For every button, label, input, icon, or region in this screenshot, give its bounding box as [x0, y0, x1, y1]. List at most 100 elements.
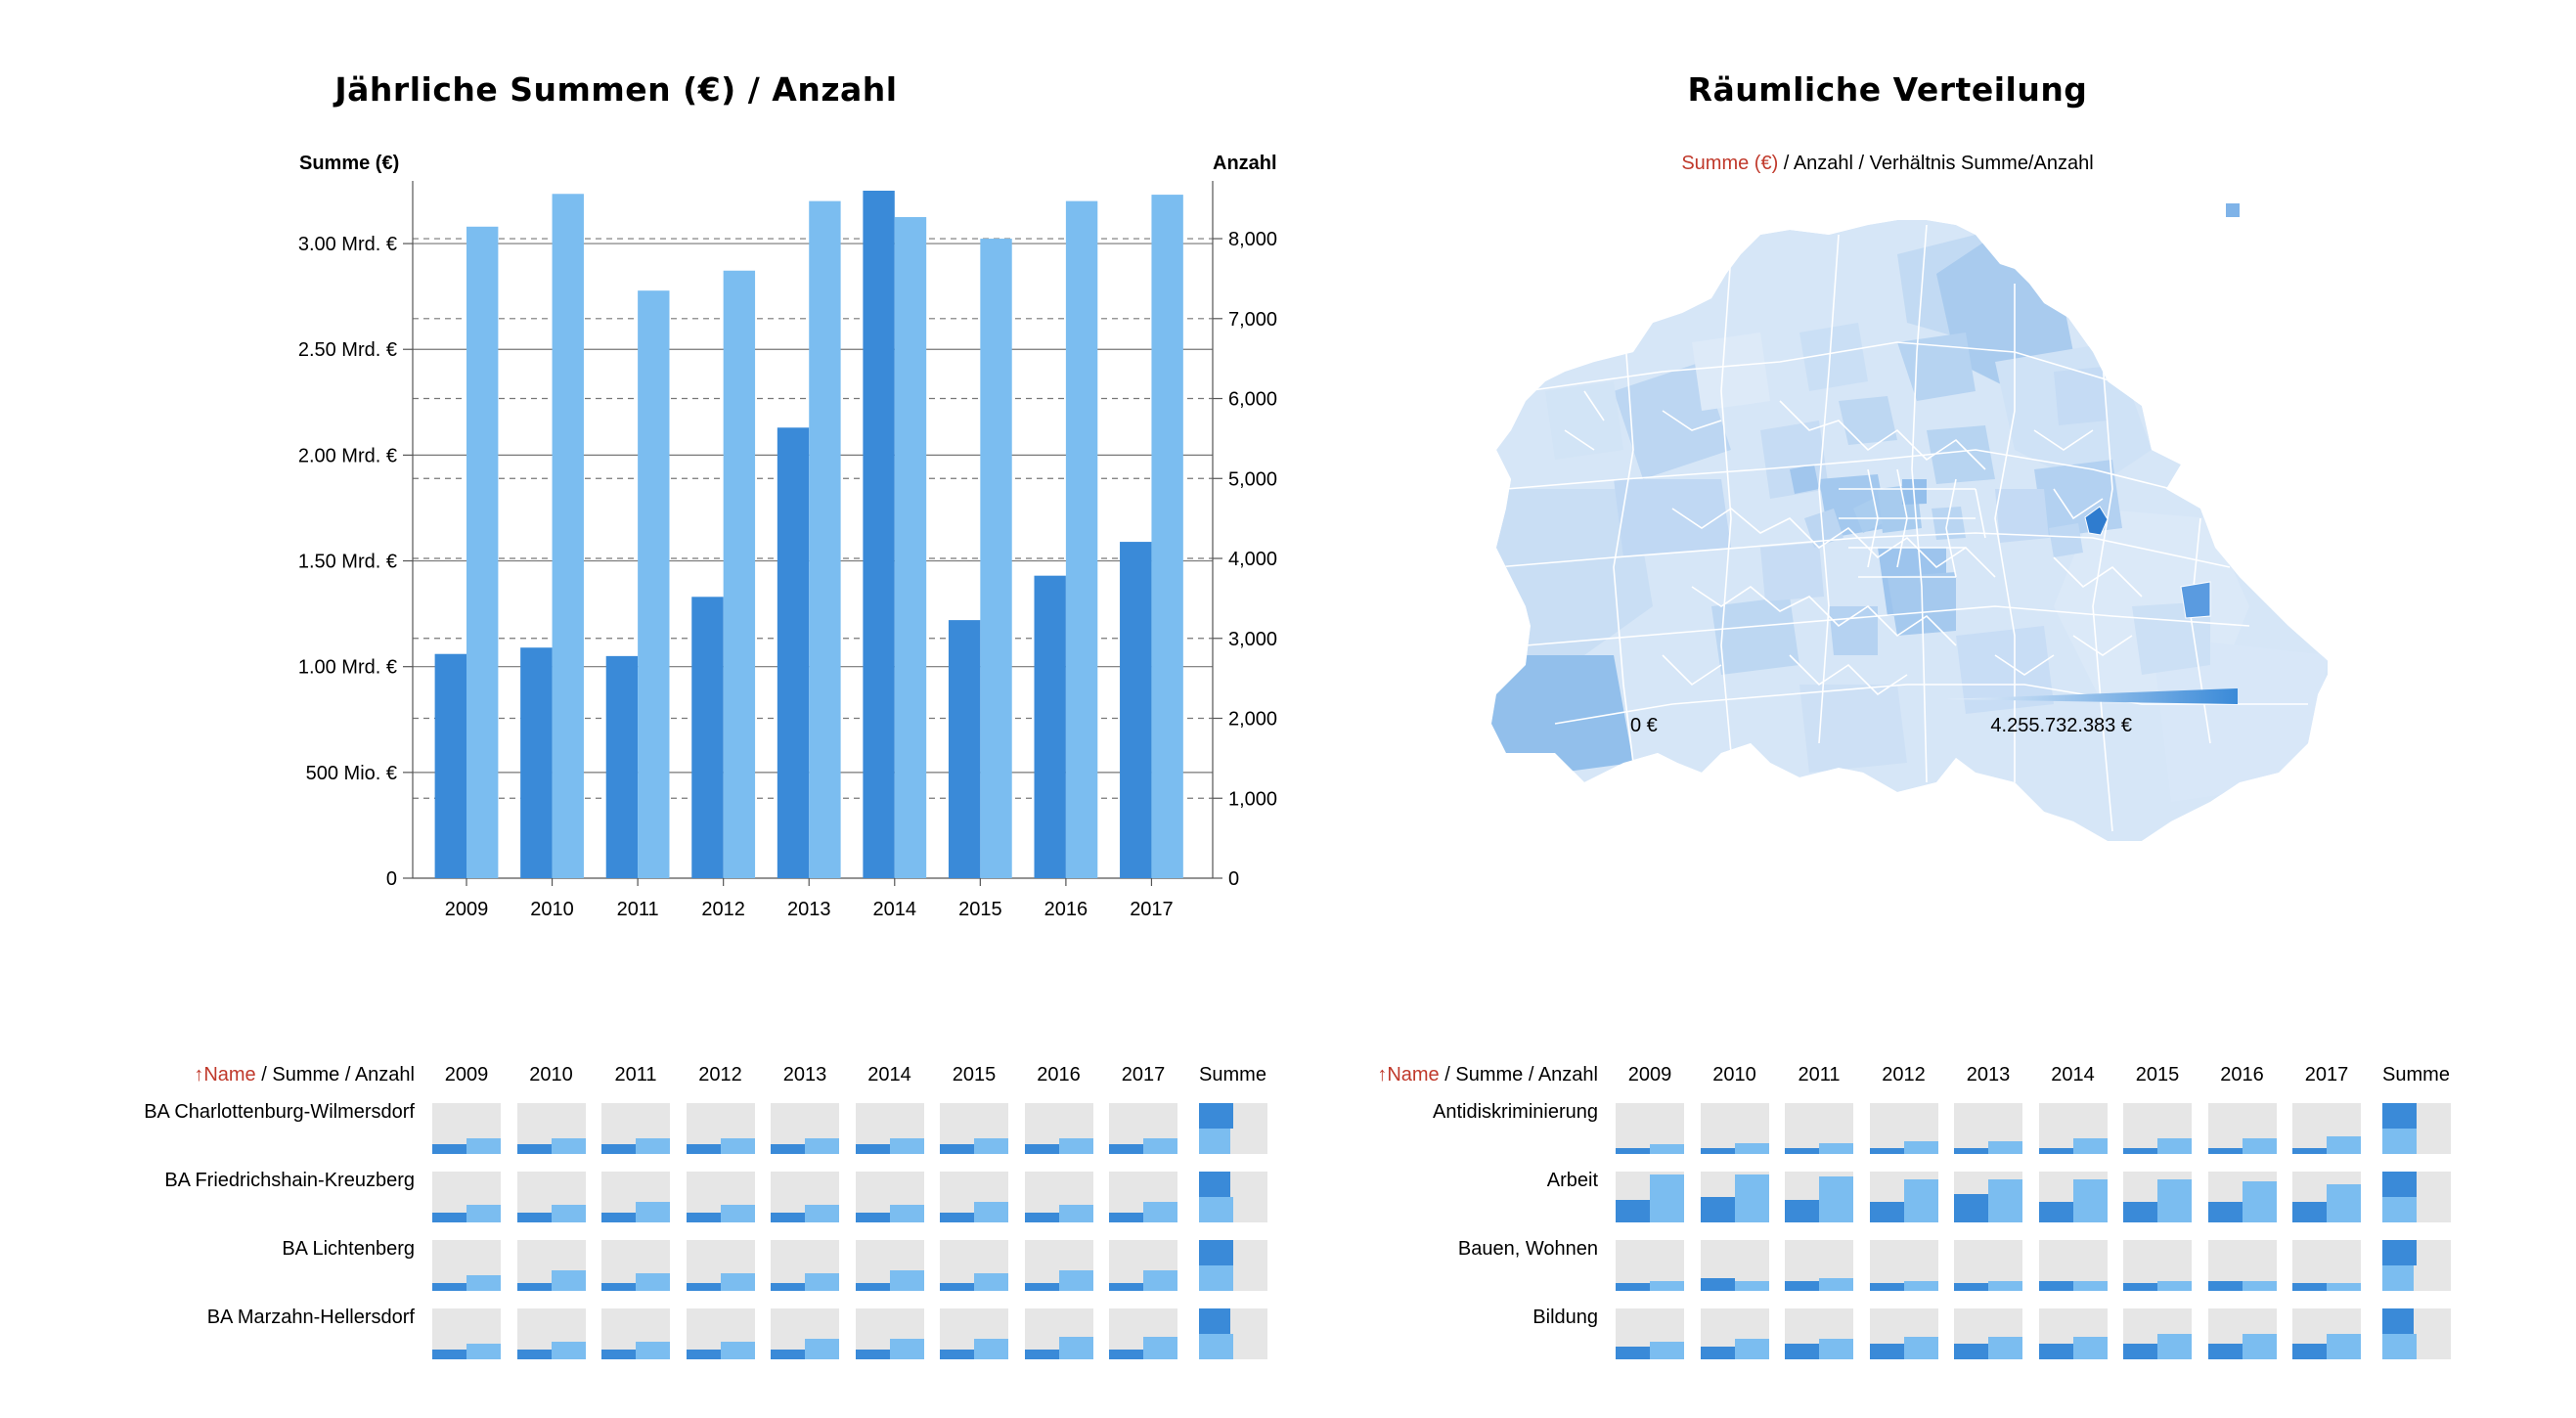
sort-by-name[interactable]: ↑Name	[1377, 1064, 1440, 1086]
sum-cell[interactable]	[1198, 1240, 1267, 1291]
column-header-year[interactable]: 2012	[1882, 1064, 1926, 1086]
row-label[interactable]: Antidiskriminierung	[1433, 1101, 1598, 1123]
mini-bar-chart[interactable]	[1024, 1240, 1093, 1291]
mini-bar-chart[interactable]	[1024, 1308, 1093, 1359]
column-header-year[interactable]: 2012	[698, 1064, 742, 1086]
mini-bar-chart[interactable]	[1869, 1172, 1938, 1222]
mini-bar-chart[interactable]	[1616, 1103, 1684, 1154]
mini-bar-chart[interactable]	[1954, 1103, 2022, 1154]
column-header-year[interactable]: 2017	[1121, 1064, 1166, 1086]
mini-bar-chart[interactable]	[771, 1103, 839, 1154]
mini-bar-chart[interactable]	[1954, 1172, 2022, 1222]
mini-bar-chart[interactable]	[1785, 1240, 1853, 1291]
mini-bar-chart[interactable]	[686, 1308, 755, 1359]
column-header-year[interactable]: 2016	[1037, 1064, 1081, 1086]
row-label[interactable]: Bauen, Wohnen	[1457, 1238, 1598, 1260]
mini-bar-chart[interactable]	[601, 1103, 670, 1154]
mini-bar-chart[interactable]	[432, 1240, 501, 1291]
mini-bar-chart[interactable]	[432, 1103, 501, 1154]
mini-bar-chart[interactable]	[686, 1103, 755, 1154]
sort-by-summe[interactable]: Summe	[1455, 1064, 1524, 1086]
sum-cell[interactable]	[1198, 1172, 1267, 1222]
mini-bar-chart[interactable]	[2207, 1240, 2277, 1291]
mini-bar-chart[interactable]	[1024, 1172, 1093, 1222]
mini-bar-chart[interactable]	[1785, 1172, 1853, 1222]
mini-bar-chart[interactable]	[2292, 1172, 2361, 1222]
mini-bar-chart[interactable]	[601, 1240, 670, 1291]
mini-bar-chart[interactable]	[855, 1308, 924, 1359]
mini-bar-chart[interactable]	[601, 1172, 670, 1222]
mini-bar-chart[interactable]	[2207, 1103, 2277, 1154]
mini-bar-chart[interactable]	[940, 1308, 1008, 1359]
mini-bar-chart[interactable]	[2038, 1308, 2108, 1359]
mini-bar-chart[interactable]	[1785, 1308, 1853, 1359]
sum-cell[interactable]	[2381, 1308, 2451, 1359]
mini-bar-chart[interactable]	[771, 1172, 839, 1222]
mini-bar-chart[interactable]	[940, 1172, 1008, 1222]
sort-by-name[interactable]: ↑Name	[194, 1064, 256, 1086]
column-header-year[interactable]: 2009	[1627, 1064, 1672, 1086]
column-header-year[interactable]: 2014	[867, 1064, 911, 1086]
mini-bar-chart[interactable]	[1616, 1240, 1684, 1291]
mini-bar-chart[interactable]	[2038, 1240, 2108, 1291]
mini-bar-chart[interactable]	[1700, 1240, 1769, 1291]
row-label[interactable]: Arbeit	[1546, 1170, 1598, 1191]
mini-bar-chart[interactable]	[601, 1308, 670, 1359]
sum-cell[interactable]	[2381, 1103, 2451, 1154]
mini-bar-chart[interactable]	[1109, 1103, 1177, 1154]
mini-bar-chart[interactable]	[855, 1172, 924, 1222]
column-header-summe[interactable]: Summe	[2382, 1064, 2450, 1086]
mini-bar-chart[interactable]	[2292, 1103, 2361, 1154]
mini-bar-chart[interactable]	[771, 1240, 839, 1291]
mini-bar-chart[interactable]	[2123, 1308, 2192, 1359]
column-header-year[interactable]: 2013	[782, 1064, 827, 1086]
mini-bar-chart[interactable]	[940, 1103, 1008, 1154]
berlin-map[interactable]	[1467, 196, 2328, 900]
row-label[interactable]: BA Charlottenburg-Wilmersdorf	[144, 1101, 415, 1123]
mini-bar-chart[interactable]	[1785, 1103, 1853, 1154]
sum-cell[interactable]	[2381, 1172, 2451, 1222]
mini-bar-chart[interactable]	[1616, 1308, 1684, 1359]
row-label[interactable]: BA Lichtenberg	[282, 1238, 415, 1260]
column-header-year[interactable]: 2015	[2135, 1064, 2180, 1086]
mini-bar-chart[interactable]	[2123, 1172, 2192, 1222]
sum-cell[interactable]	[2381, 1240, 2451, 1291]
map-metric-ratio[interactable]: Verhältnis Summe/Anzahl	[1869, 153, 2094, 174]
mini-bar-chart[interactable]	[516, 1308, 586, 1359]
mini-bar-chart[interactable]	[1869, 1308, 1938, 1359]
sort-by-anzahl[interactable]: Anzahl	[1537, 1064, 1598, 1086]
mini-bar-chart[interactable]	[2207, 1308, 2277, 1359]
map-metric-summe[interactable]: Summe (€)	[1681, 153, 1779, 174]
mini-bar-chart[interactable]	[1109, 1308, 1177, 1359]
mini-bar-chart[interactable]	[2207, 1172, 2277, 1222]
mini-bar-chart[interactable]	[516, 1103, 586, 1154]
mini-bar-chart[interactable]	[855, 1240, 924, 1291]
row-label[interactable]: BA Friedrichshain-Kreuzberg	[164, 1170, 415, 1191]
mini-bar-chart[interactable]	[2038, 1103, 2108, 1154]
column-header-year[interactable]: 2015	[952, 1064, 997, 1086]
column-header-year[interactable]: 2009	[444, 1064, 489, 1086]
column-header-summe[interactable]: Summe	[1199, 1064, 1266, 1086]
sort-by-summe[interactable]: Summe	[272, 1064, 340, 1086]
sum-cell[interactable]	[1198, 1103, 1267, 1154]
mini-bar-chart[interactable]	[1700, 1308, 1769, 1359]
mini-bar-chart[interactable]	[1700, 1103, 1769, 1154]
column-header-year[interactable]: 2011	[614, 1064, 657, 1086]
column-header-year[interactable]: 2016	[2220, 1064, 2264, 1086]
mini-bar-chart[interactable]	[686, 1240, 755, 1291]
mini-bar-chart[interactable]	[2123, 1103, 2192, 1154]
column-header-year[interactable]: 2011	[1798, 1064, 1841, 1086]
column-header-year[interactable]: 2010	[1712, 1064, 1756, 1086]
column-header-year[interactable]: 2017	[2304, 1064, 2349, 1086]
mini-bar-chart[interactable]	[432, 1172, 501, 1222]
row-label[interactable]: BA Marzahn-Hellersdorf	[206, 1307, 415, 1328]
mini-bar-chart[interactable]	[2038, 1172, 2108, 1222]
column-header-year[interactable]: 2014	[2051, 1064, 2095, 1086]
mini-bar-chart[interactable]	[516, 1240, 586, 1291]
row-label[interactable]: Bildung	[1532, 1307, 1598, 1328]
mini-bar-chart[interactable]	[1109, 1240, 1177, 1291]
mini-bar-chart[interactable]	[1616, 1172, 1684, 1222]
mini-bar-chart[interactable]	[1954, 1240, 2022, 1291]
mini-bar-chart[interactable]	[686, 1172, 755, 1222]
column-header-year[interactable]: 2013	[1966, 1064, 2011, 1086]
